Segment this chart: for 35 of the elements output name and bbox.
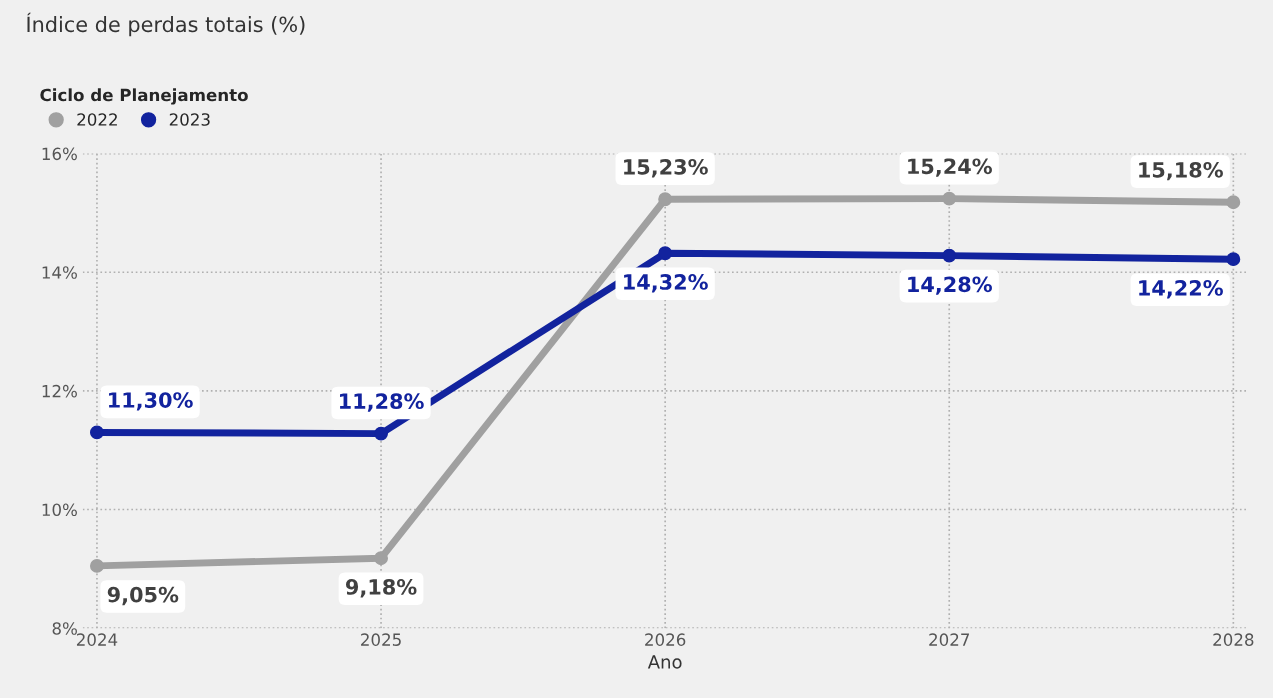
data-label: 11,30%: [109, 392, 193, 411]
y-tick-label: 12%: [42, 384, 77, 398]
x-axis-title: Ano: [647, 655, 682, 669]
data-label: 14,32%: [624, 274, 708, 293]
data-label: 15,18%: [1139, 161, 1223, 181]
x-tick-label: 2024: [76, 633, 118, 646]
y-tick-label: 8%: [52, 622, 77, 635]
legend-label: 2023: [169, 113, 210, 126]
data-label: 14,22%: [1139, 280, 1223, 299]
data-label: 15,23%: [624, 158, 708, 178]
point: [374, 551, 388, 566]
data-label: 15,24%: [908, 158, 992, 177]
point: [374, 426, 388, 441]
y-tick-label: 14%: [42, 266, 77, 279]
point: [658, 192, 673, 207]
legend-label: 2022: [77, 113, 117, 126]
x-tick-label: 2025: [361, 633, 401, 646]
point: [942, 191, 957, 206]
chart-title: Índice de perdas totais (%): [27, 12, 305, 37]
data-label: 14,28%: [908, 276, 992, 295]
data-label: 9,18%: [345, 579, 417, 598]
x-tick-label: 2027: [929, 633, 970, 646]
data-label: 9,05%: [107, 586, 179, 606]
legend-title: Ciclo de Planejamento: [40, 88, 248, 105]
y-tick-label: 10%: [42, 503, 77, 517]
point: [1226, 252, 1241, 267]
point: [1226, 195, 1241, 210]
x-tick-label: 2028: [1213, 633, 1254, 646]
y-tick-label: 16%: [42, 147, 77, 161]
point: [658, 246, 673, 261]
data-label: 11,28%: [340, 393, 424, 412]
point: [90, 425, 104, 440]
x-tick-label: 2026: [645, 633, 686, 646]
point: [942, 248, 957, 263]
point: [90, 558, 104, 573]
